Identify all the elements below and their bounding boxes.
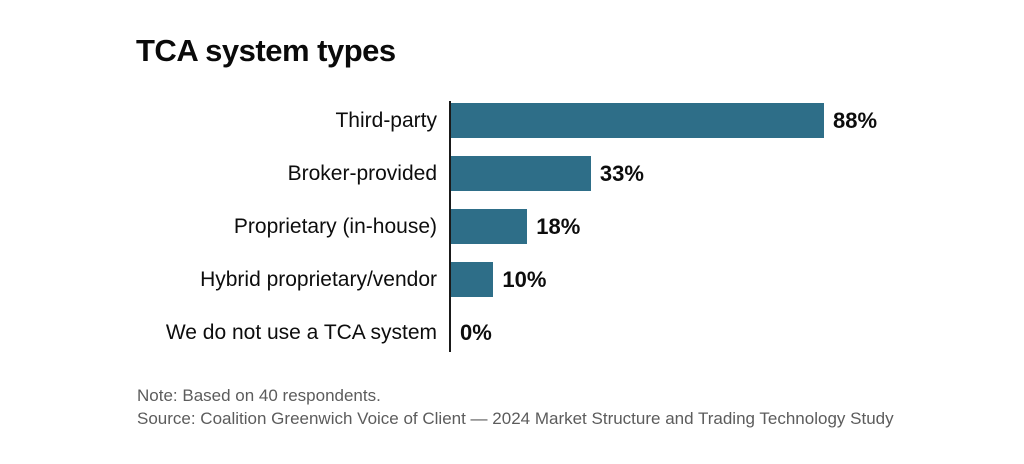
value-label: 88%: [833, 107, 878, 133]
category-label: Hybrid proprietary/vendor: [200, 267, 437, 291]
category-label: Broker-provided: [287, 161, 437, 185]
bar-group: 18%: [451, 209, 580, 244]
bar: [451, 209, 528, 244]
footnotes: Note: Based on 40 respondents. Source: C…: [137, 384, 894, 430]
category-label: Proprietary (in-house): [233, 214, 437, 238]
bar: [451, 262, 494, 297]
chart-row: Proprietary (in-house) 18%: [0, 200, 1024, 253]
bar-group: 33%: [451, 156, 644, 191]
chart-title: TCA system types: [136, 33, 396, 68]
value-label: 18%: [536, 213, 581, 239]
bar-group: 0%: [451, 315, 492, 350]
value-label: 0%: [460, 319, 492, 345]
chart-row: Broker-provided 33%: [0, 147, 1024, 200]
value-label: 10%: [502, 266, 547, 292]
source-text: Source: Coalition Greenwich Voice of Cli…: [137, 409, 894, 428]
bar: [451, 156, 591, 191]
bar-chart: Third-party 88% Broker-provided 33% Prop…: [0, 94, 1024, 360]
y-axis-line: [449, 101, 451, 352]
value-label: 33%: [599, 160, 644, 186]
chart-row: Third-party 88%: [0, 94, 1024, 147]
bar-group: 10%: [451, 262, 546, 297]
bar-group: 88%: [451, 103, 877, 138]
category-label: We do not use a TCA system: [165, 320, 437, 344]
note-text: Note: Based on 40 respondents.: [137, 386, 381, 405]
chart-row: Hybrid proprietary/vendor 10%: [0, 253, 1024, 306]
bar: [451, 103, 824, 138]
category-label: Third-party: [335, 108, 437, 132]
chart-row: We do not use a TCA system 0%: [0, 306, 1024, 359]
